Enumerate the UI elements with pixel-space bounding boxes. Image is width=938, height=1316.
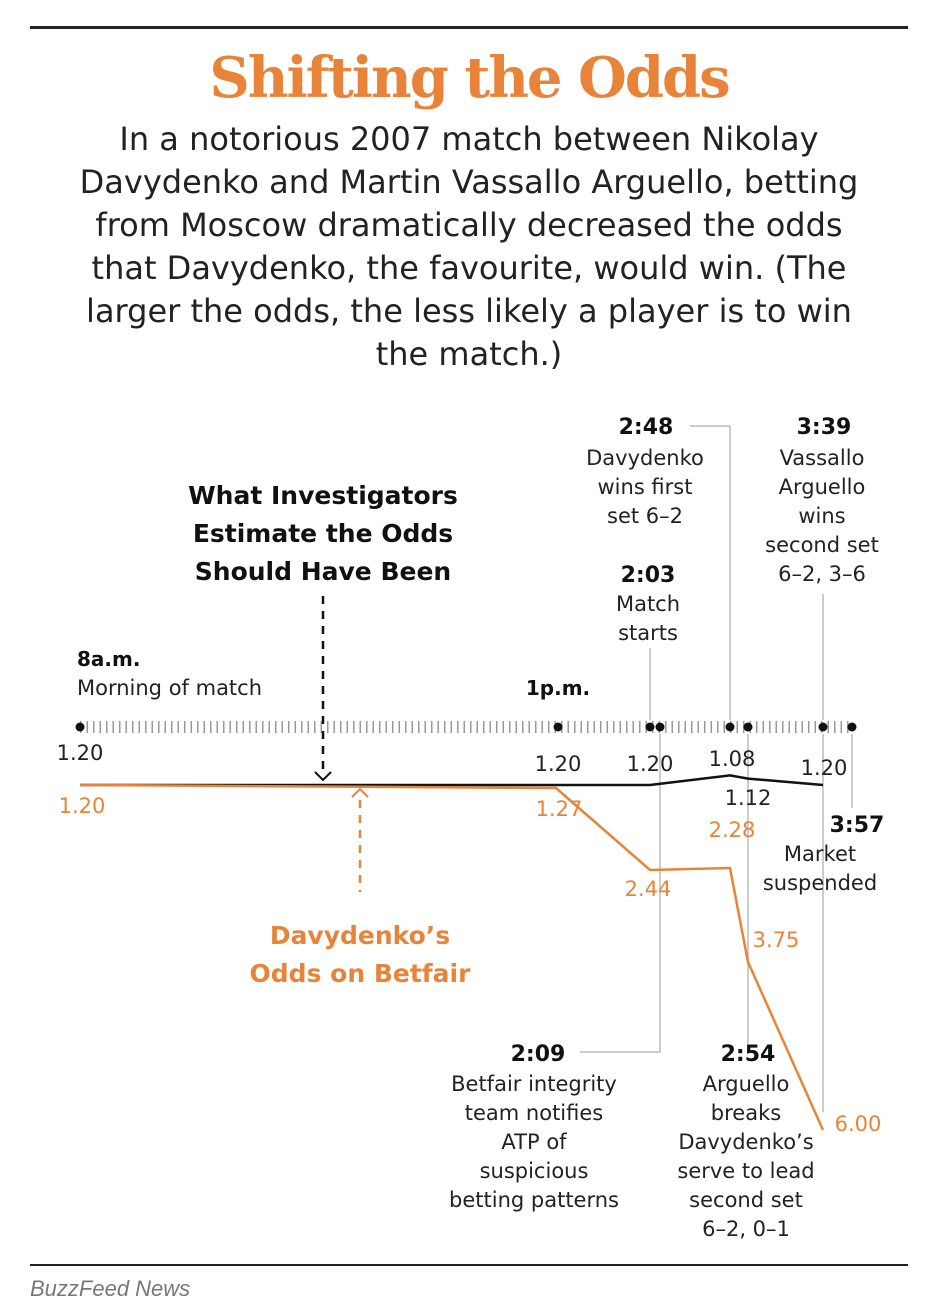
legend-betfair: Davydenko’s: [270, 921, 450, 950]
estimate-pointer-arrow: [314, 771, 332, 782]
betfair-pointer-arrow: [351, 787, 369, 798]
series-line-betfair: [79, 783, 825, 1131]
event-text-339: second set: [765, 533, 879, 557]
data-label-estimate: 1.08: [709, 747, 756, 771]
time-label-8am: 8a.m.: [77, 647, 140, 671]
time-dot-357: [847, 722, 857, 732]
time-label-357: 3:57: [830, 813, 885, 838]
event-text-248: Davydenko: [586, 446, 704, 470]
event-text-254: breaks: [711, 1101, 781, 1125]
event-text-203: Match: [616, 592, 680, 616]
data-label-betfair: 3.75: [753, 928, 800, 952]
time-label-248: 2:48: [619, 415, 674, 440]
data-label-betfair: 2.44: [625, 877, 672, 901]
data-label-estimate: 1.20: [57, 741, 104, 765]
data-label-betfair: 2.28: [709, 818, 756, 842]
time-label-209: 2:09: [511, 1042, 566, 1067]
event-text-254: Arguello: [703, 1072, 790, 1096]
event-text-339: Vassallo: [780, 446, 865, 470]
time-dot-254: [743, 722, 753, 732]
time-dot-1pm: [553, 722, 563, 732]
legend-estimate: What Investigators: [188, 481, 458, 510]
event-text-248: set 6–2: [607, 504, 683, 528]
event-text-209: Betfair integrity: [451, 1072, 617, 1096]
data-label-estimate: 1.20: [801, 756, 848, 780]
event-text-209: ATP of: [501, 1130, 567, 1154]
time-dot-339: [818, 722, 828, 732]
data-label-betfair: 1.27: [536, 797, 583, 821]
event-text-357: Market: [784, 842, 856, 866]
event-text-254: Davydenko’s: [678, 1130, 813, 1154]
data-label-betfair: 6.00: [835, 1112, 882, 1136]
event-text-254: serve to lead: [677, 1159, 814, 1183]
event-text-203: starts: [618, 621, 678, 645]
event-text-339: wins: [798, 504, 845, 528]
legend-estimate: Estimate the Odds: [193, 519, 453, 548]
page-subtitle: In a notorious 2007 match between Nikola…: [79, 120, 859, 373]
guide-line-248: [690, 425, 731, 720]
event-text-254: second set: [689, 1188, 803, 1212]
time-label-1pm: 1p.m.: [526, 676, 590, 700]
time-dot-203: [645, 722, 655, 732]
page-title: Shifting the Odds: [209, 45, 730, 111]
top-rule: [30, 26, 908, 29]
legend-betfair: Odds on Betfair: [250, 959, 472, 988]
time-dot-248: [725, 722, 735, 732]
time-dot-209: [655, 722, 665, 732]
series-line-estimate: [80, 774, 824, 787]
event-text-339: 6–2, 3–6: [778, 562, 866, 586]
event-text-209: suspicious: [480, 1159, 589, 1183]
event-text-357: suspended: [763, 871, 877, 895]
data-label-estimate: 1.12: [725, 786, 772, 810]
event-text-209: team notifies: [465, 1101, 603, 1125]
time-label-203: 2:03: [621, 563, 676, 588]
time-label-254: 2:54: [721, 1042, 776, 1067]
bottom-rule: [30, 1264, 908, 1266]
guide-line-209: [580, 734, 661, 1053]
data-label-estimate: 1.20: [535, 752, 582, 776]
event-text-254: 6–2, 0–1: [702, 1217, 790, 1241]
event-text-339: Arguello: [779, 475, 866, 499]
time-label-339: 3:39: [797, 415, 852, 440]
event-text-209: betting patterns: [449, 1188, 619, 1212]
credit-line: BuzzFeed News: [30, 1276, 191, 1301]
time-dot-8am: [75, 722, 85, 732]
legend-estimate: Should Have Been: [195, 557, 451, 586]
data-label-betfair: 1.20: [59, 794, 106, 818]
data-label-estimate: 1.20: [627, 752, 674, 776]
event-text-8am: Morning of match: [77, 676, 262, 700]
event-text-248: wins first: [598, 475, 693, 499]
